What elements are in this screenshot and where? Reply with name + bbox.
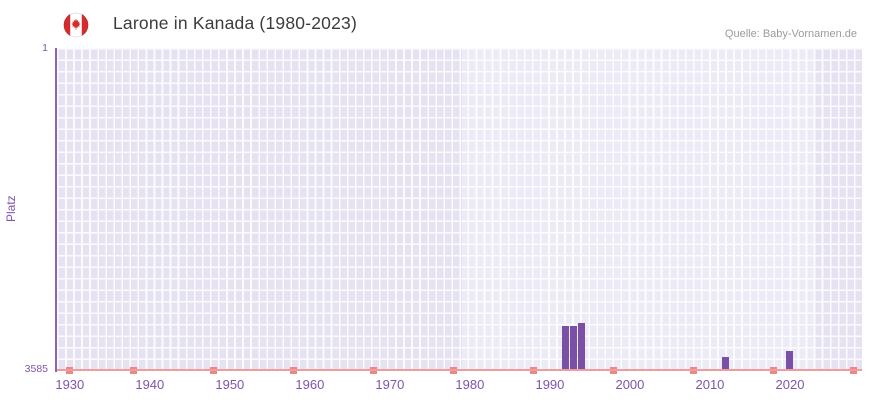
bar-1993 xyxy=(570,325,578,370)
x-tick-1930: 1930 xyxy=(55,377,85,392)
x-tick-1940: 1940 xyxy=(135,377,165,392)
bar-1994 xyxy=(578,322,586,370)
x-axis-line xyxy=(57,369,862,371)
x-tick-labels: 1930 1940 1950 1960 1970 1980 1990 2000 2010 2020 xyxy=(55,377,862,395)
y-tick-min: 3585 xyxy=(24,363,48,375)
bar-1992 xyxy=(562,325,570,370)
x-tick-1970: 1970 xyxy=(375,377,405,392)
plot-area xyxy=(57,48,862,374)
x-tick-1960: 1960 xyxy=(295,377,325,392)
x-tick-2010: 2010 xyxy=(695,377,725,392)
bar-2020 xyxy=(786,351,794,370)
x-tick-1950: 1950 xyxy=(215,377,245,392)
bars-layer xyxy=(57,48,862,370)
y-axis-title: Platz xyxy=(4,195,18,223)
y-axis-line xyxy=(55,48,57,372)
y-tick-max: 1 xyxy=(42,42,48,54)
grid-lines xyxy=(57,48,862,370)
chart-title: Larone in Kanada (1980-2023) xyxy=(113,13,357,33)
bar-2012 xyxy=(722,356,730,370)
source-credit[interactable]: Quelle: Baby-Vornamen.de xyxy=(724,28,857,40)
x-tick-2020: 2020 xyxy=(775,377,805,392)
x-tick-1990: 1990 xyxy=(535,377,565,392)
markers-layer xyxy=(57,48,862,374)
x-tick-1980: 1980 xyxy=(455,377,485,392)
x-tick-2000: 2000 xyxy=(615,377,645,392)
canada-flag-icon xyxy=(63,12,89,38)
